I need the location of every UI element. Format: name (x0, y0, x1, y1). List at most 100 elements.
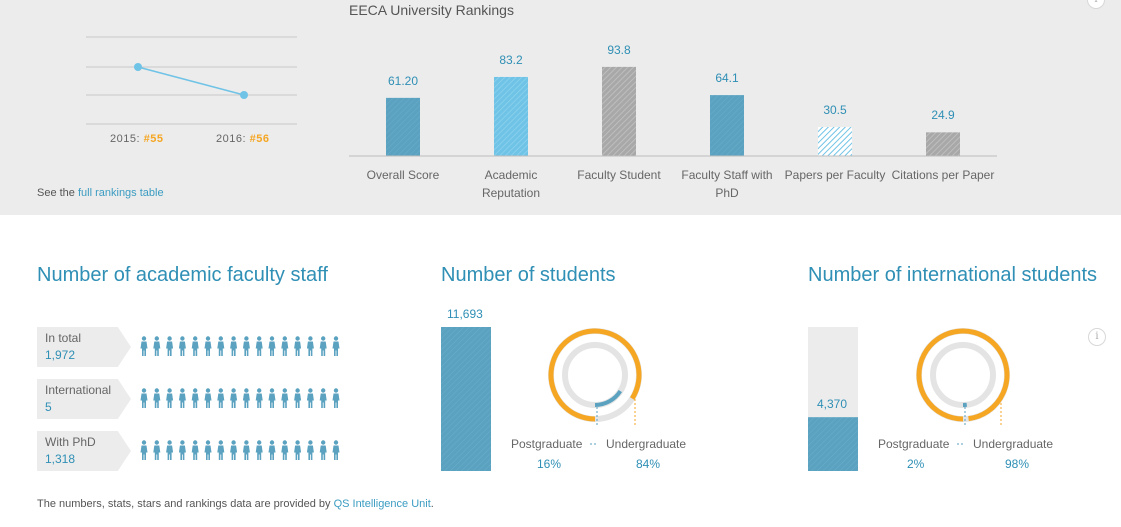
person-icon (268, 336, 276, 356)
person-icon (242, 388, 250, 408)
person-icon (281, 336, 289, 356)
undergraduate-label: Undergraduate (973, 437, 1054, 451)
person-icon (153, 440, 161, 460)
bar-faculty-student[interactable] (602, 66, 636, 156)
person-icon (294, 336, 302, 356)
rank-label-2015: 2015: #55 (110, 133, 163, 145)
bar-overall-score[interactable] (386, 97, 420, 156)
rankings-panel (0, 0, 1121, 215)
bar-faculty-staff-phd[interactable] (710, 95, 744, 156)
person-icon (140, 388, 148, 408)
person-icon (332, 388, 340, 408)
person-icon (166, 336, 174, 356)
person-icon (140, 440, 148, 460)
bar-citations-per-paper[interactable] (926, 132, 960, 156)
tag-label: With PhD (45, 435, 96, 449)
postgraduate-percent: 16% (537, 457, 562, 471)
person-icon (332, 336, 340, 356)
person-icon (153, 388, 161, 408)
person-icon (191, 440, 199, 460)
undergraduate-arc[interactable] (548, 328, 642, 422)
leader-connector (590, 443, 598, 445)
person-icon (166, 440, 174, 460)
postgraduate-label: Postgraduate (878, 437, 950, 451)
international-total-value: 4,370 (817, 397, 848, 412)
person-icon (217, 388, 225, 408)
bar-value-label: 30.5 (823, 103, 847, 118)
person-icon (332, 440, 340, 460)
postgraduate-percent: 2% (907, 457, 925, 471)
students-bar-fill[interactable] (441, 327, 491, 471)
rankings-chart-title: EECA University Rankings (349, 2, 514, 18)
rank-value: #55 (143, 133, 164, 145)
rank-point-2015[interactable] (134, 63, 142, 71)
year-label: 2015: (110, 133, 141, 145)
people-icons-phd (140, 440, 340, 460)
international-donut (916, 328, 1010, 425)
person-icon (230, 336, 238, 356)
person-icon (306, 440, 314, 460)
person-icon (242, 336, 250, 356)
tag-label: In total (45, 331, 82, 345)
bar-value-label: 61.20 (387, 73, 419, 88)
person-icon (178, 440, 186, 460)
leader-connector (957, 443, 965, 445)
person-icon (153, 336, 161, 356)
category-label: Papers per Faculty (784, 168, 886, 182)
qs-intelligence-link[interactable]: QS Intelligence Unit (333, 498, 431, 510)
category-label: Faculty Staff with PhD (681, 168, 773, 200)
person-icon (255, 440, 263, 460)
person-icon (268, 440, 276, 460)
footer-note: The numbers, stats, stars and rankings d… (37, 498, 434, 510)
rank-point-2016[interactable] (240, 91, 248, 99)
person-icon (217, 336, 225, 356)
category-label: Academic Reputation (481, 168, 541, 200)
category-label: Citations per Paper (891, 168, 995, 182)
bar-value-label: 93.8 (607, 42, 631, 57)
category-label: Faculty Student (577, 168, 661, 182)
donut-inner-track (930, 342, 996, 408)
person-icon (217, 440, 225, 460)
postgraduate-label: Postgraduate (511, 437, 583, 451)
person-icon (230, 388, 238, 408)
person-icon (319, 440, 327, 460)
tag-value: 5 (45, 400, 52, 414)
info-icon[interactable]: i (1088, 328, 1106, 346)
faculty-title: Number of academic faculty staff (37, 264, 328, 286)
rank-label-2016: 2016: #56 (216, 133, 269, 145)
person-icon (268, 388, 276, 408)
students-title: Number of students (441, 264, 616, 286)
person-icon (306, 336, 314, 356)
person-icon (306, 388, 314, 408)
bar-papers-per-faculty[interactable] (818, 127, 852, 156)
rankings-bar-chart (349, 66, 997, 157)
undergraduate-arc[interactable] (916, 328, 1010, 422)
rank-series-line (137, 66, 245, 96)
undergraduate-label: Undergraduate (606, 437, 687, 451)
rank-value: #56 (249, 133, 270, 145)
see-prefix: See the (37, 187, 75, 199)
bar-academic-reputation[interactable] (494, 76, 528, 156)
international-bar-fill[interactable] (808, 417, 858, 471)
person-icon (204, 388, 212, 408)
people-icons-international (140, 388, 340, 408)
footer-prefix: The numbers, stats, stars and rankings d… (37, 498, 331, 510)
person-icon (281, 440, 289, 460)
person-icon (178, 336, 186, 356)
faculty-total-tag: In total 1,972 (37, 327, 131, 367)
bar-value-label: 24.9 (931, 108, 955, 123)
students-total-value: 11,693 (447, 307, 483, 321)
footer-suffix: . (430, 498, 434, 510)
undergraduate-percent: 84% (636, 457, 661, 471)
person-icon (230, 440, 238, 460)
international-bar (808, 327, 858, 471)
person-icon (242, 440, 250, 460)
postgraduate-arc[interactable] (594, 389, 623, 407)
undergraduate-percent: 98% (1005, 457, 1030, 471)
bar-value-label: 64.1 (715, 71, 739, 86)
person-icon (294, 440, 302, 460)
person-icon (319, 336, 327, 356)
tag-label: International (45, 383, 112, 397)
full-rankings-link[interactable]: full rankings table (77, 187, 164, 199)
person-icon (281, 388, 289, 408)
